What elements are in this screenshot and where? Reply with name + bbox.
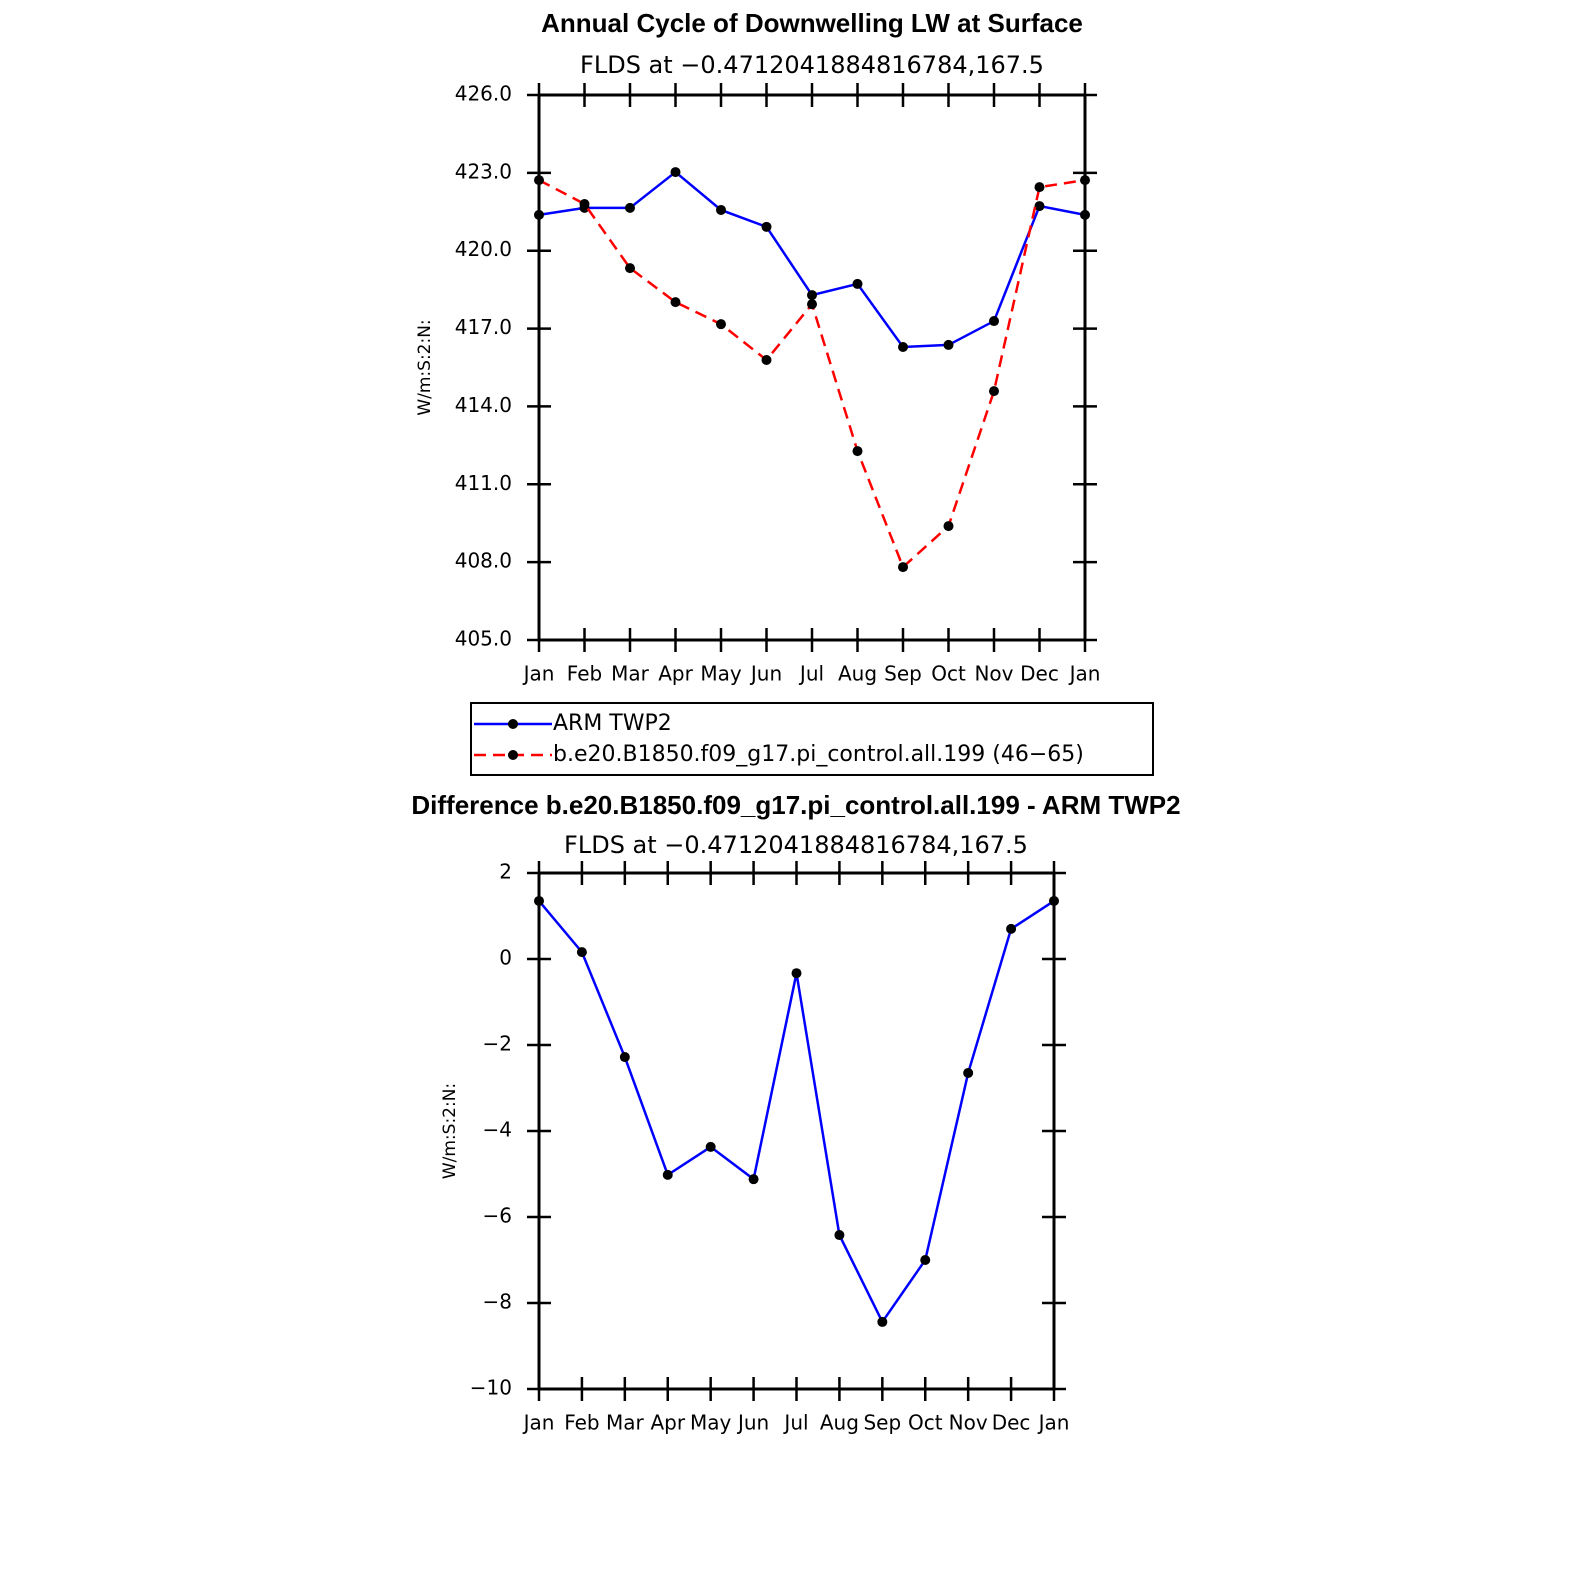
data-point [534,175,544,186]
x-tick-label: Jun [736,1411,769,1435]
y-tick-label: 405.0 [455,627,512,651]
data-point [1080,209,1090,220]
x-tick-label: Sep [884,662,922,686]
legend-label: b.e20.B1850.f09_g17.pi_control.all.199 (… [553,742,1084,767]
data-point [943,521,954,532]
y-tick-label: 417.0 [455,315,512,339]
legend-marker [508,719,518,729]
x-tick-label: Jul [782,1411,808,1435]
legend-marker [508,750,518,760]
data-point [670,297,681,308]
plot-frame [537,93,1087,642]
data-point [761,221,772,232]
data-point [989,316,999,327]
x-tick-label: Feb [567,662,602,686]
data-point [963,1067,974,1078]
y-tick-label: 408.0 [455,549,512,573]
data-point [920,1255,931,1265]
chart-subtitle: FLDS at −0.4712041884816784,167.5 [580,51,1044,79]
plot-frame [537,871,1056,1391]
y-tick-label: −8 [483,1290,512,1314]
data-point [625,263,635,274]
x-tick-label: May [690,1411,732,1435]
x-tick-label: Dec [1020,662,1059,686]
data-point [534,209,544,220]
data-point [625,202,635,213]
x-tick-label: Aug [838,662,877,686]
data-point [619,1052,630,1063]
data-point [716,319,726,330]
data-point [670,167,681,178]
legend-label: ARM TWP2 [553,711,672,736]
y-tick-label: 426.0 [455,82,512,106]
data-point [807,299,817,310]
y-tick-label: 414.0 [455,393,512,417]
data-point [579,199,590,209]
y-tick-label: 423.0 [455,159,512,183]
x-tick-label: May [700,662,742,686]
data-point [898,341,908,352]
data-point [791,968,802,979]
chart-subtitle: FLDS at −0.4712041884816784,167.5 [564,831,1028,859]
data-point [989,386,999,397]
data-point [1006,923,1017,934]
x-tick-label: Jan [1037,1411,1070,1435]
x-tick-label: Sep [863,1411,901,1435]
data-point [852,446,863,457]
y-tick-label: 420.0 [455,237,512,261]
y-tick-label: −6 [483,1204,512,1228]
x-tick-label: Nov [974,662,1013,686]
data-point [943,339,954,350]
x-tick-label: Aug [820,1411,859,1435]
x-tick-label: Jul [798,662,824,686]
y-axis-label: W/m:S:2:N: [415,319,435,415]
x-tick-label: Jan [522,662,555,686]
data-point [748,1174,759,1185]
y-tick-label: 411.0 [455,471,512,495]
data-point [898,562,908,573]
data-point [716,204,726,215]
x-tick-label: Feb [564,1411,599,1435]
x-tick-label: Jan [1068,662,1101,686]
data-point [1080,175,1090,186]
x-tick-label: Oct [908,1411,943,1435]
x-tick-label: Mar [611,662,650,686]
data-point [576,947,587,958]
y-tick-label: −4 [483,1118,512,1142]
y-tick-label: 2 [499,860,512,884]
data-point [852,278,863,289]
x-tick-label: Mar [606,1411,645,1435]
x-tick-label: Nov [949,1411,988,1435]
series-line [538,899,1055,1325]
x-tick-label: Oct [931,662,966,686]
chart-title: Annual Cycle of Downwelling LW at Surfac… [541,8,1083,38]
data-point [807,290,817,301]
data-point [705,1141,716,1152]
data-point [1034,201,1045,212]
series-line [538,178,1086,570]
x-tick-label: Apr [658,662,693,686]
x-tick-label: Jun [749,662,782,686]
data-point [1034,182,1045,193]
x-tick-label: Jan [522,1411,555,1435]
series-line [538,170,1086,349]
x-tick-label: Dec [992,1411,1031,1435]
data-point [761,354,772,365]
legend-box [470,702,1154,776]
y-axis-label: W/m:S:2:N: [440,1083,460,1179]
y-tick-label: 0 [499,946,512,970]
chart-title: Difference b.e20.B1850.f09_g17.pi_contro… [411,790,1180,820]
data-point [834,1230,845,1241]
data-point [534,895,544,906]
data-point [662,1169,673,1180]
x-tick-label: Apr [650,1411,685,1435]
y-tick-label: −10 [470,1376,512,1400]
y-tick-label: −2 [483,1032,512,1056]
data-point [1049,895,1059,906]
data-point [877,1316,888,1327]
